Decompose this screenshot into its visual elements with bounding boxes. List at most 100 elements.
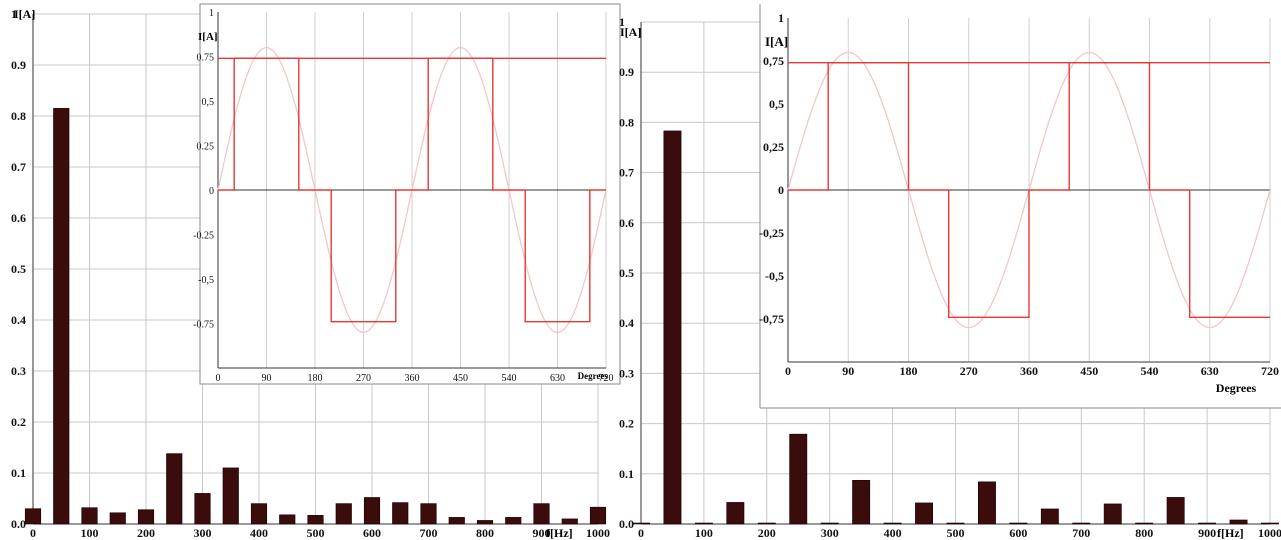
spectrum-x-tick-label: 500 xyxy=(307,526,325,540)
spectrum-x-tick-label: 400 xyxy=(250,526,268,540)
spectrum-bar xyxy=(632,522,650,525)
spectrum-y-tick-label: 0.3 xyxy=(11,364,26,378)
spectrum-bar xyxy=(789,433,808,525)
spectrum-y-tick-label: 0.4 xyxy=(619,316,634,330)
waveform-x-tick-label: 630 xyxy=(1201,364,1219,378)
spectrum-bar xyxy=(505,517,522,525)
waveform-x-tick-label: 0 xyxy=(785,364,791,378)
spectrum-bar xyxy=(1198,522,1217,525)
waveform-y-tick-label: -0.25 xyxy=(193,231,214,242)
spectrum-y-tick-label: 0.2 xyxy=(11,415,26,429)
waveform-background xyxy=(760,4,1281,408)
waveform-y-tick-label: 0.25 xyxy=(197,142,215,153)
spectrum-bar xyxy=(279,514,296,525)
waveform-y-tick-label: 0 xyxy=(778,183,784,197)
spectrum-x-tick-label: 200 xyxy=(758,526,776,540)
spectrum-y-tick-label: 0.3 xyxy=(619,366,634,380)
spectrum-x-tick-label: 300 xyxy=(194,526,212,540)
waveform-inset-1: 1 0.75 0,5 0.25 0 -0.25 -0,5 -0.75 0 90 180 270 360 4… xyxy=(193,3,621,385)
spectrum-bar xyxy=(476,520,494,525)
spectrum-bar xyxy=(166,453,183,525)
spectrum-bar xyxy=(533,503,550,525)
waveform-x-tick-label: 90 xyxy=(842,364,854,378)
waveform-y-tick-label: 0,75 xyxy=(763,54,784,68)
waveform-x-tick-label: 360 xyxy=(405,373,420,384)
spectrum-x-tick-label: 600 xyxy=(1009,526,1027,540)
spectrum-bar xyxy=(194,493,211,525)
waveform-y-axis-label: I[A] xyxy=(198,31,218,43)
spectrum-x-tick-label: 500 xyxy=(947,526,965,540)
spectrum-bar xyxy=(24,508,42,525)
spectrum-x-tick-label: 0 xyxy=(638,526,644,540)
spectrum-y-tick-label: 0.1 xyxy=(619,467,634,481)
waveform-inset-2: 1 0,75 0,5 0,25 0 -0,25 -0,5 -0,75 0 90 180 270 360 4… xyxy=(759,4,1281,409)
spectrum-x-tick-label: 600 xyxy=(363,526,381,540)
waveform-x-tick-label: 90 xyxy=(262,373,272,384)
waveform-x-tick-label: 450 xyxy=(1080,364,1098,378)
spectrum-x-tick-label: 0 xyxy=(30,526,36,540)
spectrum-bar xyxy=(694,522,713,525)
spectrum-bar xyxy=(561,518,578,525)
spectrum-bar xyxy=(1135,522,1154,525)
spectrum-y-tick-label: 0.8 xyxy=(11,109,26,123)
spectrum-bar xyxy=(852,480,871,525)
waveform-y-tick-label: 0,5 xyxy=(769,97,784,111)
waveform-y-tick-label: -0,5 xyxy=(765,269,784,283)
spectrum-y-axis-label: I[A] xyxy=(620,25,641,39)
spectrum-bar xyxy=(137,509,155,525)
spectrum-bar xyxy=(1166,497,1185,525)
chart-group-1: 0.00.10.20.30.40.50.60.70.80.910 100 200 30… xyxy=(11,3,621,540)
spectrum-y-tick-label: 0.6 xyxy=(11,211,26,225)
waveform-y-tick-label: 0,25 xyxy=(763,140,784,154)
spectrum-y-tick-label: 0.5 xyxy=(11,262,26,276)
spectrum-bar xyxy=(448,517,465,525)
waveform-x-tick-label: 180 xyxy=(900,364,918,378)
chart-group-2: 0.00.10.20.30.40.50.60.70.80.910 100 200 30… xyxy=(619,4,1281,540)
spectrum-bar xyxy=(1040,508,1059,525)
spectrum-y-tick-label: 0.5 xyxy=(619,266,634,280)
waveform-y-tick-label: -0.75 xyxy=(193,320,214,331)
spectrum-bar xyxy=(109,512,126,525)
waveform-x-tick-label: 720 xyxy=(1261,364,1279,378)
spectrum-y-tick-label: 0.9 xyxy=(11,58,26,72)
spectrum-x-tick-label: 700 xyxy=(420,526,438,540)
spectrum-x-tick-label: 700 xyxy=(1072,526,1090,540)
spectrum-x-tick-label: 1000 xyxy=(586,526,610,540)
spectrum-x-tick-label: 200 xyxy=(137,526,155,540)
waveform-x-tick-label: 270 xyxy=(960,364,978,378)
spectrum-x-tick-label: 800 xyxy=(476,526,494,540)
waveform-y-tick-label: 0,5 xyxy=(202,97,215,108)
spectrum-bar xyxy=(589,506,607,525)
waveform-x-tick-label: 540 xyxy=(502,373,517,384)
spectrum-bar xyxy=(307,515,324,525)
spectrum-x-axis-label: f[Hz] xyxy=(1217,526,1244,540)
spectrum-x-tick-label: 300 xyxy=(821,526,839,540)
waveform-x-tick-label: 0 xyxy=(216,373,221,384)
waveform-y-tick-label: 0 xyxy=(209,186,214,197)
spectrum-bar xyxy=(757,522,776,525)
spectrum-y-tick-label: 1 xyxy=(619,15,625,29)
waveform-x-axis-label: Degrees xyxy=(578,371,609,381)
waveform-x-tick-label: 450 xyxy=(453,373,468,384)
waveform-y-tick-label: -0,25 xyxy=(759,226,784,240)
spectrum-y-tick-label: 0.2 xyxy=(619,417,634,431)
spectrum-y-tick-label: 0.9 xyxy=(619,65,634,79)
spectrum-y-axis-label: I[A] xyxy=(14,7,35,21)
waveform-x-tick-label: 720 xyxy=(599,373,614,384)
waveform-x-tick-label: 270 xyxy=(356,373,371,384)
waveform-x-axis-label: Degrees xyxy=(1216,381,1257,395)
waveform-y-tick-label: -0,75 xyxy=(759,312,784,326)
spectrum-bar xyxy=(335,503,352,525)
spectrum-bar xyxy=(420,503,437,525)
spectrum-bar xyxy=(726,502,745,525)
spectrum-x-tick-label: 800 xyxy=(1135,526,1153,540)
spectrum-y-tick-label: 0.0 xyxy=(619,517,634,531)
spectrum-bar xyxy=(53,108,70,525)
spectrum-x-tick-label: 100 xyxy=(81,526,99,540)
spectrum-bar xyxy=(820,522,839,525)
spectrum-bar xyxy=(392,502,409,525)
spectrum-x-tick-label: 900 xyxy=(1198,526,1216,540)
waveform-x-tick-label: 180 xyxy=(308,373,323,384)
spectrum-bar xyxy=(81,507,98,525)
spectrum-y-tick-label: 0.0 xyxy=(11,517,26,531)
